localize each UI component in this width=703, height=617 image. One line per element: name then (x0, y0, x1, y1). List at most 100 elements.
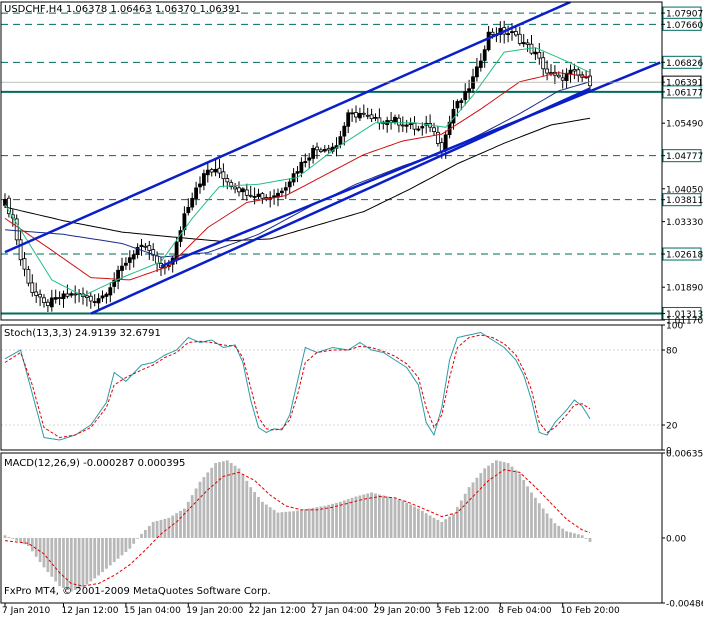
candle-body[interactable] (244, 189, 249, 196)
candle-body[interactable] (135, 247, 140, 255)
candle-body[interactable] (490, 31, 495, 35)
candle-body[interactable] (205, 169, 210, 176)
candle-body[interactable] (57, 297, 62, 299)
candle-body[interactable] (474, 66, 479, 78)
candle-body[interactable] (85, 295, 89, 298)
stochastic-panel[interactable] (1, 331, 662, 441)
candle-body[interactable] (143, 245, 148, 248)
candle-body[interactable] (139, 244, 144, 248)
stoch-signal-line[interactable] (4, 334, 591, 439)
candle-body[interactable] (225, 178, 230, 183)
candle-body[interactable] (404, 124, 409, 127)
candle-body[interactable] (435, 131, 440, 144)
candle-body[interactable] (389, 120, 394, 123)
candle-body[interactable] (127, 257, 132, 263)
candle-body[interactable] (112, 280, 117, 287)
candle-body[interactable] (42, 297, 46, 304)
candle-body[interactable] (155, 255, 160, 264)
candle-body[interactable] (463, 91, 468, 101)
candle-body[interactable] (365, 114, 370, 117)
candle-body[interactable] (303, 161, 308, 164)
candle-body[interactable] (272, 195, 277, 198)
candle-body[interactable] (233, 186, 238, 190)
price-panel[interactable] (1, 2, 662, 315)
candle-body[interactable] (576, 69, 581, 76)
candle-body[interactable] (217, 167, 222, 174)
candle-body[interactable] (346, 112, 351, 127)
candle-body[interactable] (104, 293, 109, 297)
candle-body[interactable] (65, 293, 70, 297)
candle-body[interactable] (338, 136, 343, 145)
candle-body[interactable] (229, 182, 234, 188)
candle-body[interactable] (451, 108, 456, 124)
candle-body[interactable] (357, 113, 362, 119)
candle-body[interactable] (393, 116, 397, 123)
candle-body[interactable] (73, 293, 78, 296)
candle-body[interactable] (26, 269, 31, 284)
candle-body[interactable] (186, 206, 191, 213)
candle-body[interactable] (194, 187, 199, 199)
candle-body[interactable] (556, 74, 561, 78)
candle-body[interactable] (400, 124, 405, 127)
candle-body[interactable] (256, 193, 261, 197)
candle-body[interactable] (38, 293, 42, 298)
candle-body[interactable] (108, 287, 113, 296)
candle-body[interactable] (237, 187, 241, 193)
candle-body[interactable] (521, 42, 526, 45)
candle-body[interactable] (151, 249, 156, 256)
candle-body[interactable] (510, 31, 514, 34)
macd-panel[interactable] (3, 460, 592, 592)
candle-body[interactable] (537, 51, 542, 59)
candle-body[interactable] (354, 112, 358, 118)
candle-body[interactable] (564, 72, 569, 82)
candle-body[interactable] (260, 193, 265, 199)
candle-body[interactable] (116, 269, 120, 282)
candle-body[interactable] (517, 33, 522, 44)
candle-body[interactable] (287, 181, 292, 188)
candle-body[interactable] (326, 148, 331, 151)
candle-body[interactable] (124, 262, 128, 266)
candle-body[interactable] (69, 293, 74, 296)
candle-body[interactable] (369, 114, 374, 120)
candle-body[interactable] (88, 295, 93, 302)
candle-body[interactable] (147, 245, 152, 251)
candle-body[interactable] (315, 146, 319, 151)
candle-body[interactable] (7, 197, 11, 215)
candle-body[interactable] (560, 77, 565, 81)
candle-body[interactable] (533, 51, 538, 55)
candle-body[interactable] (568, 69, 573, 75)
candle-body[interactable] (322, 149, 327, 152)
candle-body[interactable] (443, 134, 448, 151)
candle-body[interactable] (432, 127, 436, 132)
candle-body[interactable] (396, 117, 401, 126)
candle-body[interactable] (467, 88, 472, 93)
channel-lower-line-2[interactable] (160, 61, 661, 268)
candle-body[interactable] (46, 301, 50, 306)
candle-body[interactable] (318, 149, 323, 152)
candle-body[interactable] (482, 49, 487, 61)
candle-body[interactable] (416, 128, 421, 131)
candle-body[interactable] (549, 72, 553, 74)
candle-body[interactable] (22, 258, 27, 270)
candle-body[interactable] (471, 76, 475, 89)
candle-body[interactable] (572, 69, 577, 72)
candle-body[interactable] (486, 31, 491, 51)
candle-body[interactable] (408, 123, 413, 126)
candle-body[interactable] (455, 101, 460, 109)
candle-body[interactable] (412, 122, 417, 130)
ma-mid-line[interactable] (4, 72, 591, 281)
candle-body[interactable] (49, 297, 54, 308)
macd-signal-line[interactable] (4, 469, 591, 587)
candle-body[interactable] (92, 301, 97, 303)
candle-body[interactable] (248, 194, 253, 197)
candle-body[interactable] (209, 169, 214, 173)
candle-body[interactable] (221, 171, 226, 180)
channel-upper-line[interactable] (4, 2, 572, 254)
candle-body[interactable] (350, 112, 355, 115)
candle-body[interactable] (514, 31, 518, 36)
candle-body[interactable] (299, 161, 304, 173)
candle-body[interactable] (53, 297, 58, 300)
candle-body[interactable] (252, 196, 257, 198)
candle-body[interactable] (100, 295, 105, 299)
